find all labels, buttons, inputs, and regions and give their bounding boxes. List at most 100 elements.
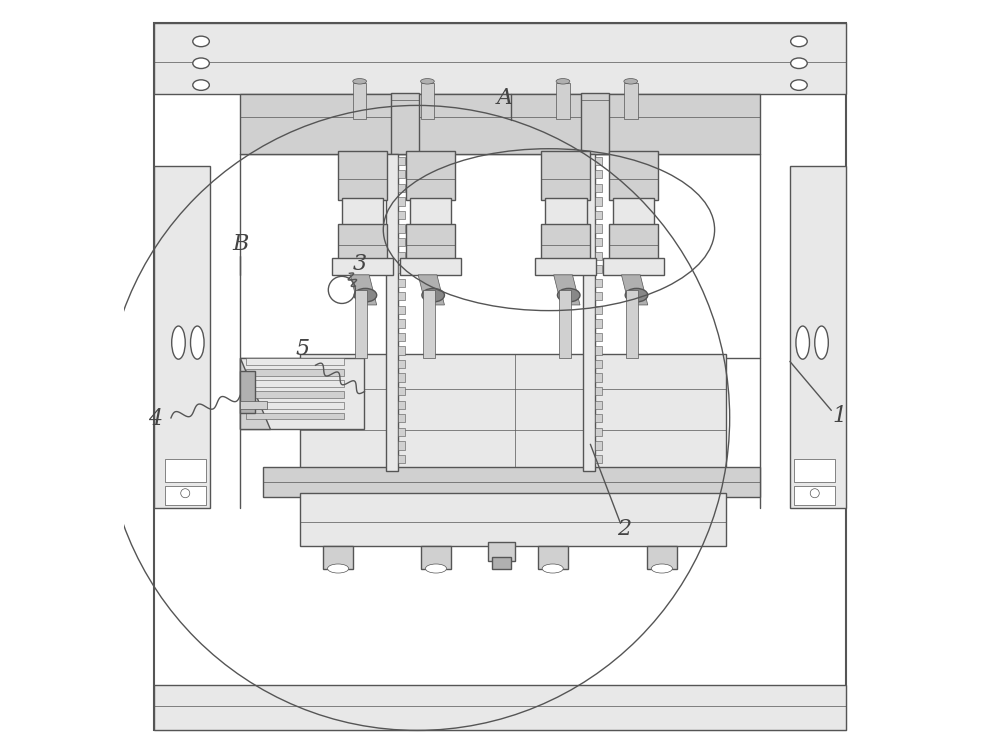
Ellipse shape bbox=[791, 80, 807, 90]
Bar bbox=[595, 211, 602, 219]
Bar bbox=[154, 166, 210, 508]
Bar bbox=[492, 557, 511, 569]
Ellipse shape bbox=[172, 326, 185, 359]
Bar bbox=[794, 459, 835, 482]
Bar bbox=[595, 428, 602, 436]
Bar bbox=[391, 93, 419, 154]
Bar bbox=[595, 157, 602, 165]
Ellipse shape bbox=[815, 326, 828, 359]
Bar bbox=[595, 319, 602, 328]
Text: B: B bbox=[233, 233, 249, 255]
Bar bbox=[355, 290, 367, 358]
Bar bbox=[165, 459, 206, 482]
Ellipse shape bbox=[556, 78, 570, 84]
Ellipse shape bbox=[425, 564, 447, 573]
Text: 2: 2 bbox=[617, 517, 631, 540]
Bar bbox=[559, 290, 571, 358]
Bar bbox=[595, 360, 602, 368]
Bar bbox=[595, 387, 602, 395]
Bar bbox=[398, 346, 405, 355]
Bar bbox=[240, 371, 255, 413]
Bar bbox=[595, 455, 602, 463]
Bar bbox=[386, 154, 398, 471]
Ellipse shape bbox=[421, 78, 434, 84]
Bar bbox=[595, 238, 602, 246]
Bar bbox=[300, 354, 726, 471]
Ellipse shape bbox=[193, 58, 209, 69]
Bar bbox=[398, 360, 405, 368]
Bar bbox=[595, 197, 602, 206]
Bar bbox=[545, 198, 587, 226]
Bar bbox=[398, 414, 405, 422]
Bar bbox=[246, 358, 344, 365]
Bar bbox=[342, 198, 383, 226]
Circle shape bbox=[810, 489, 819, 498]
Bar bbox=[398, 333, 405, 341]
Bar bbox=[398, 224, 405, 233]
Circle shape bbox=[181, 489, 190, 498]
Bar bbox=[398, 428, 405, 436]
Bar bbox=[165, 486, 206, 505]
Ellipse shape bbox=[624, 78, 638, 84]
Polygon shape bbox=[418, 275, 444, 305]
Bar bbox=[240, 401, 267, 409]
Bar bbox=[323, 546, 353, 569]
Bar bbox=[423, 290, 435, 358]
Bar bbox=[398, 252, 405, 260]
Ellipse shape bbox=[796, 326, 809, 359]
Bar bbox=[398, 306, 405, 314]
Bar bbox=[398, 455, 405, 463]
Bar bbox=[240, 94, 760, 154]
Bar bbox=[581, 93, 609, 154]
Bar bbox=[595, 373, 602, 382]
Bar bbox=[398, 184, 405, 192]
Bar bbox=[595, 224, 602, 233]
Bar bbox=[583, 154, 595, 471]
Bar bbox=[595, 170, 602, 178]
Bar bbox=[541, 151, 590, 200]
Text: 3: 3 bbox=[353, 252, 367, 275]
Bar bbox=[609, 151, 658, 200]
Polygon shape bbox=[621, 275, 648, 305]
Bar bbox=[353, 83, 366, 119]
Bar bbox=[154, 23, 846, 94]
Bar bbox=[398, 319, 405, 328]
Ellipse shape bbox=[191, 326, 204, 359]
Ellipse shape bbox=[193, 80, 209, 90]
Bar bbox=[538, 546, 568, 569]
Bar bbox=[794, 486, 835, 505]
Bar bbox=[609, 224, 658, 260]
Text: 5: 5 bbox=[295, 338, 309, 361]
Bar bbox=[410, 198, 451, 226]
Bar bbox=[263, 467, 760, 497]
Bar bbox=[246, 402, 344, 409]
Bar bbox=[647, 546, 677, 569]
Bar bbox=[595, 441, 602, 450]
Bar bbox=[595, 346, 602, 355]
Bar bbox=[398, 197, 405, 206]
Bar bbox=[398, 279, 405, 287]
Ellipse shape bbox=[422, 288, 444, 302]
Bar bbox=[246, 369, 344, 376]
Bar bbox=[595, 306, 602, 314]
Bar bbox=[613, 198, 654, 226]
Bar bbox=[535, 258, 596, 275]
Polygon shape bbox=[240, 358, 270, 429]
Ellipse shape bbox=[193, 36, 209, 47]
Ellipse shape bbox=[328, 564, 349, 573]
Bar bbox=[240, 358, 364, 429]
Text: 4: 4 bbox=[148, 408, 162, 431]
Bar bbox=[556, 83, 570, 119]
Polygon shape bbox=[350, 275, 377, 305]
Bar bbox=[246, 413, 344, 419]
Bar bbox=[338, 151, 387, 200]
Bar bbox=[398, 157, 405, 165]
Bar bbox=[398, 292, 405, 300]
Bar bbox=[398, 170, 405, 178]
Ellipse shape bbox=[353, 78, 366, 84]
Bar bbox=[398, 238, 405, 246]
Bar bbox=[246, 380, 344, 387]
Bar bbox=[595, 265, 602, 273]
Bar bbox=[246, 391, 344, 398]
Bar bbox=[398, 387, 405, 395]
